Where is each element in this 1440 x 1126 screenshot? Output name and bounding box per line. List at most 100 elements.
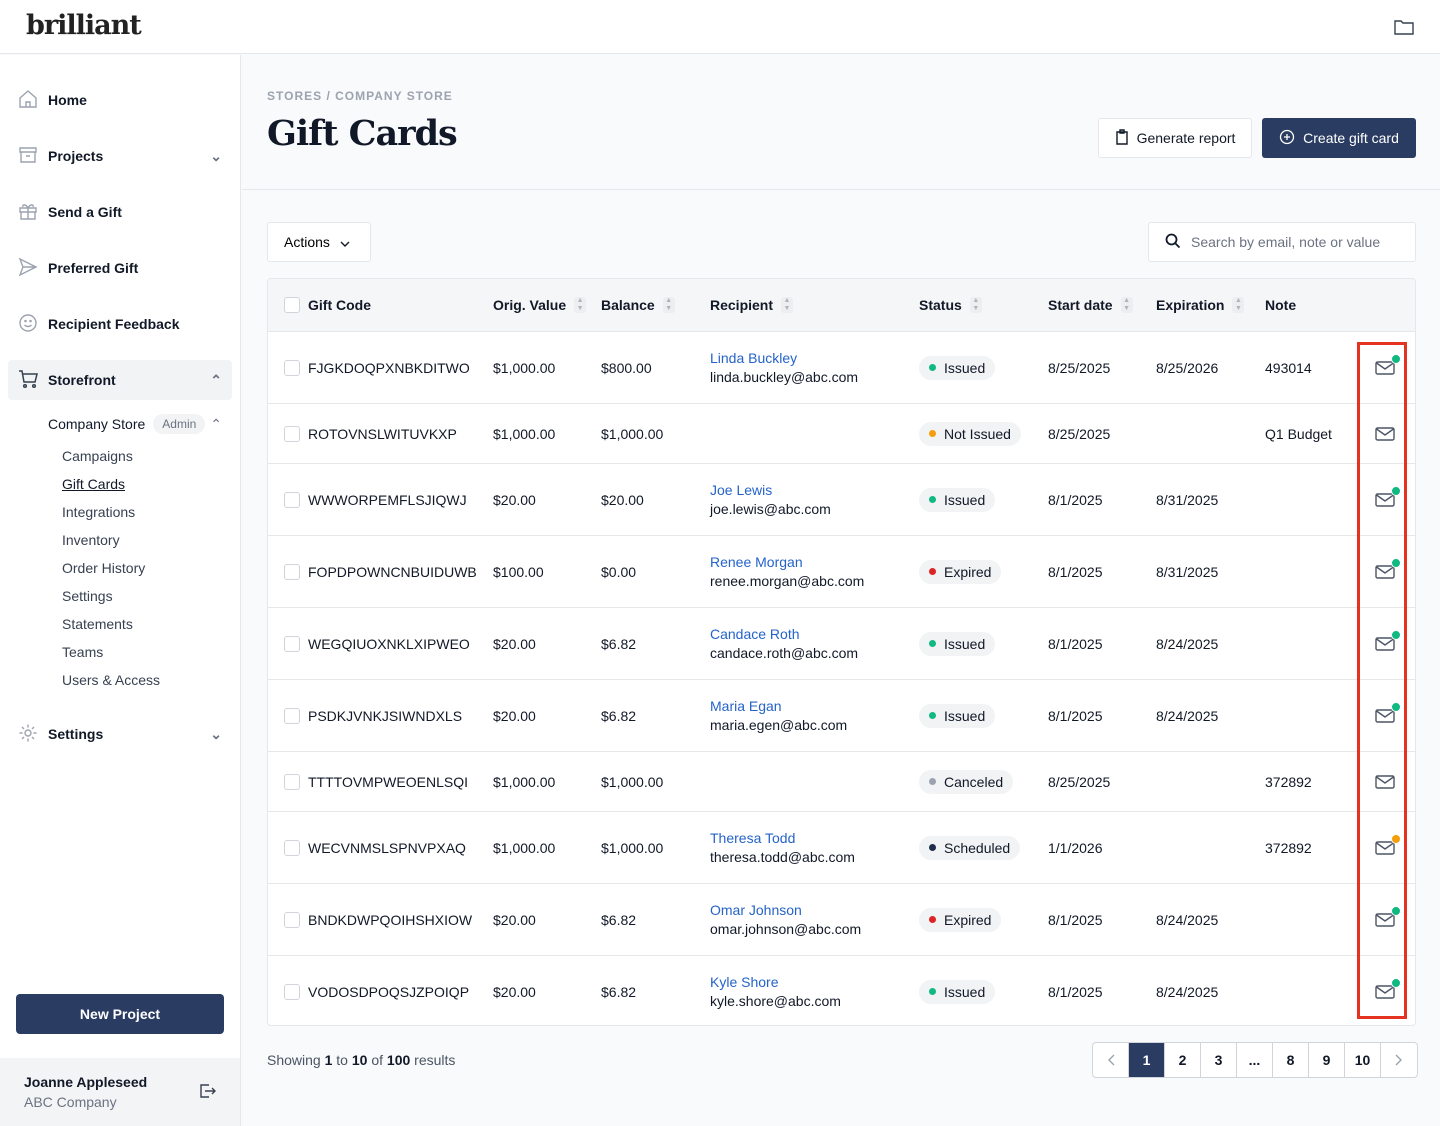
table-row[interactable]: ROTOVNSLWITUVKXP $1,000.00 $1,000.00 Not… <box>268 403 1415 463</box>
sidebar-item-recipient-feedback[interactable]: Recipient Feedback <box>8 304 232 344</box>
recipient: Kyle Shore kyle.shore@abc.com <box>710 956 841 1025</box>
table-row[interactable]: TTTTOVMPWEOENLSQI $1,000.00 $1,000.00 Ca… <box>268 751 1415 811</box>
search-input[interactable] <box>1191 234 1391 250</box>
generate-report-button[interactable]: Generate report <box>1098 118 1252 158</box>
start-date: 8/25/2025 <box>1048 425 1111 442</box>
row-checkbox[interactable] <box>284 563 300 580</box>
status-badge: Not Issued <box>919 421 1021 446</box>
sort-icon[interactable]: ▲ ▼ <box>662 297 675 313</box>
page-button[interactable]: 10 <box>1345 1043 1381 1077</box>
recipient-name-link[interactable]: Theresa Todd <box>710 830 796 846</box>
recipient-name-link[interactable]: Candace Roth <box>710 626 800 642</box>
mail-icon[interactable] <box>1375 833 1401 856</box>
next-page-button[interactable] <box>1381 1043 1417 1077</box>
mail-icon[interactable] <box>1375 629 1401 652</box>
folder-icon[interactable] <box>1394 18 1414 39</box>
sort-icon[interactable]: ▲ ▼ <box>1120 297 1133 313</box>
sidebar-link-statements[interactable]: Statements <box>62 616 133 632</box>
table-header: Gift Code Orig. Value ▲ ▼ Balance ▲ ▼ Recipi… <box>268 279 1415 331</box>
gift-cards-table: Gift Code Orig. Value ▲ ▼ Balance ▲ ▼ Recipi… <box>267 278 1416 1026</box>
sort-icon[interactable]: ▲ ▼ <box>574 297 587 313</box>
row-checkbox[interactable] <box>284 425 300 442</box>
column-orig-value[interactable]: Orig. Value ▲ ▼ <box>493 279 587 331</box>
sidebar-link-gift-cards[interactable]: Gift Cards <box>62 476 126 492</box>
mail-icon[interactable] <box>1375 701 1401 724</box>
recipient-name-link[interactable]: Joe Lewis <box>710 482 773 498</box>
row-checkbox[interactable] <box>284 983 300 1000</box>
recipient-name-link[interactable]: Maria Egan <box>710 698 782 714</box>
sidebar-link-teams[interactable]: Teams <box>62 644 104 660</box>
recipient-name-link[interactable]: Omar Johnson <box>710 902 802 918</box>
page-button[interactable]: 9 <box>1309 1043 1345 1077</box>
sidebar-link-users-access[interactable]: Users & Access <box>62 672 161 688</box>
sidebar-link-settings[interactable]: Settings <box>62 588 113 604</box>
sidebar-item-projects[interactable]: Projects ⌄ <box>8 136 232 176</box>
search-box[interactable] <box>1148 222 1416 262</box>
column-expiration[interactable]: Expiration ▲ ▼ <box>1156 279 1245 331</box>
sidebar-item-company-store[interactable]: Company Store Admin ⌃ <box>48 414 228 434</box>
table-row[interactable]: PSDKJVNKJSIWNDXLS $20.00 $6.82 Maria Ega… <box>268 679 1415 751</box>
page-button[interactable]: 8 <box>1273 1043 1309 1077</box>
sidebar-item-home[interactable]: Home <box>8 80 232 120</box>
row-checkbox[interactable] <box>284 635 300 652</box>
page-button[interactable]: 3 <box>1201 1043 1237 1077</box>
row-checkbox[interactable] <box>284 707 300 724</box>
column-balance[interactable]: Balance ▲ ▼ <box>601 279 675 331</box>
row-checkbox[interactable] <box>284 773 300 790</box>
recipient-name-link[interactable]: Renee Morgan <box>710 554 803 570</box>
mail-icon[interactable] <box>1375 353 1401 376</box>
column-status[interactable]: Status ▲ ▼ <box>919 279 982 331</box>
recipient-email: theresa.todd@abc.com <box>710 849 855 865</box>
table-row[interactable]: WWWORPEMFLSJIQWJ $20.00 $20.00 Joe Lewis… <box>268 463 1415 535</box>
column-gift-code[interactable]: Gift Code <box>308 279 371 331</box>
sidebar-item-send-gift[interactable]: Send a Gift <box>8 192 232 232</box>
sidebar-link-campaigns[interactable]: Campaigns <box>62 448 133 464</box>
row-checkbox[interactable] <box>284 359 300 376</box>
mail-icon[interactable] <box>1375 426 1395 442</box>
mail-icon[interactable] <box>1375 485 1401 508</box>
mail-icon[interactable] <box>1375 557 1401 580</box>
row-checkbox[interactable] <box>284 491 300 508</box>
create-gift-card-button[interactable]: Create gift card <box>1262 118 1416 158</box>
logout-icon[interactable] <box>198 1082 216 1103</box>
sidebar-link-integrations[interactable]: Integrations <box>62 504 136 520</box>
table-row[interactable]: FJGKDOQPXNBKDITWO $1,000.00 $800.00 Lind… <box>268 331 1415 403</box>
select-all-checkbox[interactable] <box>284 297 300 313</box>
mail-icon[interactable] <box>1375 977 1401 1000</box>
row-checkbox[interactable] <box>284 839 300 856</box>
prev-page-button[interactable] <box>1093 1043 1129 1077</box>
column-start-date[interactable]: Start date ▲ ▼ <box>1048 279 1133 331</box>
row-checkbox[interactable] <box>284 911 300 928</box>
table-row[interactable]: VODOSDPOQSJZPOIQP $20.00 $6.82 Kyle Shor… <box>268 955 1415 1025</box>
sidebar-link-inventory[interactable]: Inventory <box>62 532 120 548</box>
mail-icon[interactable] <box>1375 905 1401 928</box>
gift-code: TTTTOVMPWEOENLSQI <box>308 773 468 790</box>
table-row[interactable]: FOPDPOWNCNBUIDUWB $100.00 $0.00 Renee Mo… <box>268 535 1415 607</box>
sort-icon[interactable]: ▲ ▼ <box>969 297 982 313</box>
table-row[interactable]: BNDKDWPQOIHSHXIOW $20.00 $6.82 Omar John… <box>268 883 1415 955</box>
column-recipient[interactable]: Recipient ▲ ▼ <box>710 279 794 331</box>
sidebar-item-storefront[interactable]: Storefront ⌃ <box>8 360 232 400</box>
sort-icon[interactable]: ▲ ▼ <box>781 297 794 313</box>
new-project-button[interactable]: New Project <box>16 994 224 1034</box>
sidebar-item-preferred-gift[interactable]: Preferred Gift <box>8 248 232 288</box>
nav-label: Settings <box>48 726 104 742</box>
sidebar-item-settings[interactable]: Settings ⌄ <box>8 714 232 754</box>
table-row[interactable]: WEGQIUOXNKLXIPWEO $20.00 $6.82 Candace R… <box>268 607 1415 679</box>
sidebar-link-order-history[interactable]: Order History <box>62 560 146 576</box>
mail-icon[interactable] <box>1375 774 1395 790</box>
table-row[interactable]: WECVNMSLSPNVPXAQ $1,000.00 $1,000.00 The… <box>268 811 1415 883</box>
page-button[interactable]: 2 <box>1165 1043 1201 1077</box>
sort-icon[interactable]: ▲ ▼ <box>1232 297 1245 313</box>
balance: $6.82 <box>601 983 637 1000</box>
status-label: Issued <box>944 707 986 724</box>
recipient-name-link[interactable]: Kyle Shore <box>710 974 779 990</box>
brand-logo[interactable]: brilliant <box>26 10 142 41</box>
recipient-name-link[interactable]: Linda Buckley <box>710 350 798 366</box>
chevron-up-icon: ⌃ <box>210 415 222 432</box>
page-button[interactable]: 1 <box>1129 1043 1165 1077</box>
actions-dropdown[interactable]: Actions <box>267 222 371 262</box>
column-note[interactable]: Note <box>1265 279 1296 331</box>
summary-text: results <box>414 1052 456 1068</box>
start-date: 1/1/2026 <box>1048 839 1103 856</box>
